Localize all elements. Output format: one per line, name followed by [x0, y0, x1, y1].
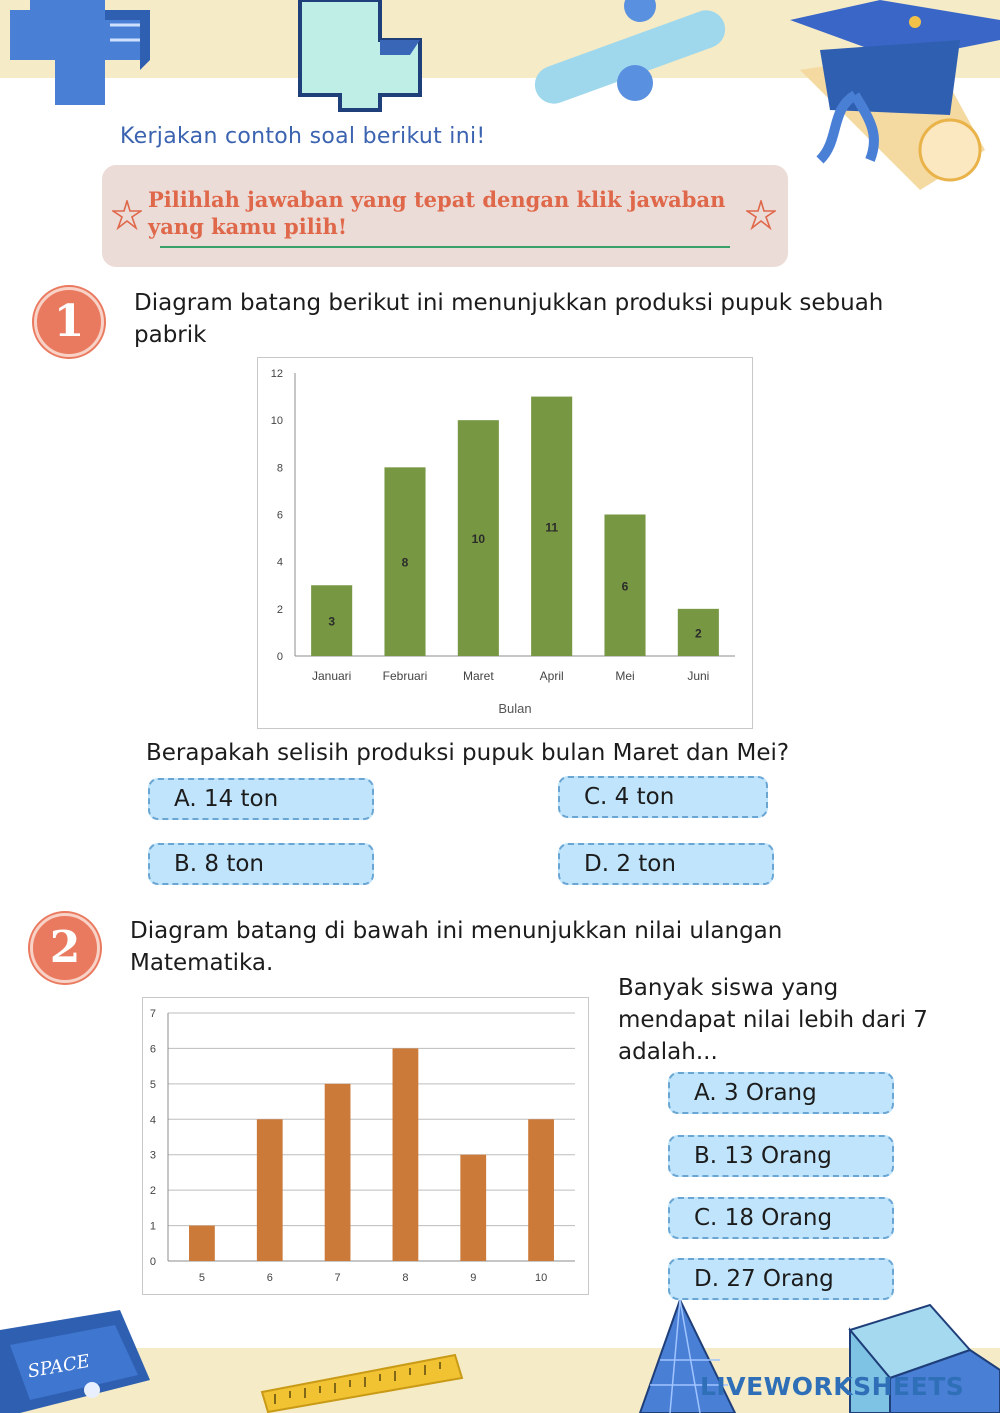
question-1-text: Diagram batang berikut ini menunjukkan p…: [134, 290, 884, 348]
bottom-decor-band: [0, 1348, 1000, 1413]
q2-option-b[interactable]: B. 13 Orang: [668, 1135, 894, 1177]
bar-juni: [677, 608, 719, 656]
q1-option-b[interactable]: B. 8 ton: [148, 843, 374, 885]
bar-februari: [384, 467, 426, 656]
x-tick-label: Juni: [687, 669, 709, 683]
q2-option-a[interactable]: A. 3 Orang: [668, 1072, 894, 1114]
y-tick-label: 10: [271, 415, 283, 427]
bar-5: [189, 1225, 215, 1261]
y-tick-label: 0: [277, 651, 283, 663]
x-tick-label: 5: [199, 1272, 205, 1284]
x-tick-label: Maret: [463, 669, 494, 683]
question-2-text: Diagram batang di bawah ini menunjukkan …: [130, 918, 783, 976]
chart-2: 012345675678910NilaiFrekuensi: [142, 997, 589, 1295]
y-tick-label: 2: [150, 1185, 156, 1197]
y-tick-label: 4: [150, 1114, 156, 1126]
y-tick-label: 1: [150, 1221, 156, 1233]
q2-option-d[interactable]: D. 27 Orang: [668, 1258, 894, 1300]
data-label: 2: [695, 626, 702, 640]
y-tick-label: 4: [277, 557, 283, 569]
x-tick-label: April: [540, 669, 564, 683]
book-icon: SPACE: [0, 1310, 150, 1413]
y-tick-label: 12: [271, 368, 283, 380]
bottom-decorations: SPACE: [0, 1297, 1000, 1413]
y-tick-label: 2: [277, 604, 283, 616]
question-2-prompt: Banyak siswa yang mendapat nilai lebih d…: [618, 975, 928, 1065]
data-label: 6: [622, 579, 629, 593]
bar-maret: [457, 420, 499, 656]
x-tick-label: 10: [535, 1272, 547, 1284]
data-label: 3: [328, 615, 335, 629]
x-tick-label: Mei: [615, 669, 634, 683]
x-tick-label: 8: [402, 1272, 408, 1284]
instruction-text: Pilihlah jawaban yang tepat dengan klik …: [148, 187, 726, 239]
x-tick-label: 7: [335, 1272, 341, 1284]
data-label: 8: [402, 556, 409, 570]
liveworksheets-logo: LIVEWORKSHEETS: [700, 1372, 965, 1401]
x-axis-title: Bulan: [498, 701, 531, 716]
x-tick-label: Januari: [312, 669, 351, 683]
instruction-underline: [160, 246, 730, 248]
bar-6: [256, 1119, 283, 1261]
bar-januari: [311, 585, 353, 656]
y-tick-label: 0: [150, 1256, 156, 1268]
x-tick-label: Februari: [383, 669, 428, 683]
instruction-box: [102, 165, 788, 267]
question-number-1: 1: [34, 287, 104, 357]
chart-border: [142, 997, 589, 1295]
x-tick-label: 6: [267, 1272, 273, 1284]
plus-icon-2: [298, 0, 422, 112]
graduation-cap-icon: [790, 0, 1000, 190]
y-tick-label: 5: [150, 1079, 156, 1091]
data-label: 11: [545, 520, 558, 534]
chart-1: 0 2 4 6 8 10 12 3 Januari 8 Februari 10 Maret 11 April…: [257, 357, 753, 729]
bar-april: [531, 396, 573, 656]
data-label: 10: [472, 532, 486, 546]
cube-icon: [848, 1303, 1000, 1413]
instruction-title: Kerjakan contoh soal berikut ini!: [120, 124, 486, 149]
bar-10: [528, 1119, 554, 1261]
bar-8: [392, 1048, 419, 1261]
sparkle-icon-right: [746, 200, 776, 230]
y-tick-label: 7: [150, 1008, 156, 1020]
q1-option-d[interactable]: D. 2 ton: [558, 843, 774, 885]
q1-option-c[interactable]: C. 4 ton: [558, 776, 768, 818]
y-tick-label: 8: [277, 462, 283, 474]
q1-option-a[interactable]: A. 14 ton: [148, 778, 374, 820]
chart-border: [257, 357, 753, 729]
x-tick-label: 9: [470, 1272, 476, 1284]
question-1-prompt: Berapakah selisih produksi pupuk bulan M…: [146, 740, 790, 766]
percent-icon: [534, 0, 726, 104]
cone-icon: [638, 1297, 737, 1413]
ruler-icon: [260, 1353, 464, 1413]
q2-option-c[interactable]: C. 18 Orang: [668, 1197, 894, 1239]
bar-9: [460, 1154, 487, 1261]
y-tick-label: 6: [150, 1043, 156, 1055]
y-tick-label: 3: [150, 1150, 156, 1162]
y-tick-label: 6: [277, 510, 283, 522]
bar-mei: [604, 514, 646, 656]
bar-7: [324, 1083, 351, 1261]
top-decorations: [10, 0, 1000, 190]
question-number-2: 2: [30, 913, 100, 983]
plus-icon: [10, 0, 150, 105]
sparkle-icon-left: [112, 200, 142, 230]
